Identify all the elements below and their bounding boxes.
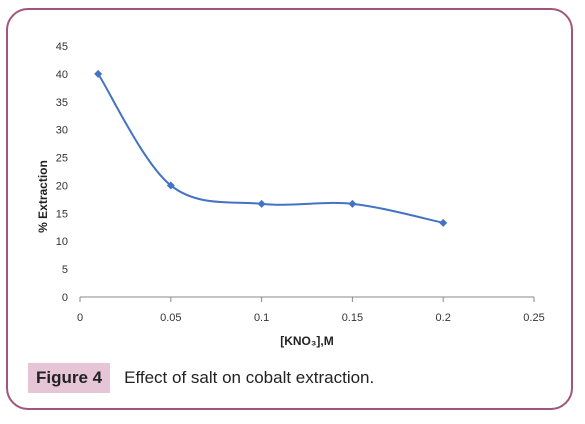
figure-caption: Figure 4 Effect of salt on cobalt extrac… — [28, 362, 374, 394]
y-tick-label: 35 — [56, 97, 68, 109]
figure-frame — [6, 8, 573, 410]
y-tick-label: 40 — [56, 69, 68, 81]
series-line — [97, 73, 444, 224]
y-tick-label: 30 — [56, 125, 68, 137]
y-tick-labels: 0 5 10 15 20 25 30 35 40 45 — [56, 41, 68, 304]
x-tick-label: 0.15 — [342, 312, 363, 324]
data-point-marker — [94, 69, 103, 78]
data-point-marker — [166, 181, 175, 190]
x-tick-marks — [79, 297, 535, 302]
x-tick-label: 0 — [77, 312, 83, 324]
data-markers — [94, 69, 448, 227]
data-point-marker — [348, 199, 357, 208]
y-tick-label: 10 — [56, 236, 68, 248]
x-tick-labels: 0 0.05 0.1 0.15 0.2 0.25 — [77, 312, 545, 324]
y-tick-label: 45 — [56, 41, 68, 53]
x-axis-label: [KNO₃],M — [280, 334, 334, 348]
y-tick-label: 5 — [62, 264, 68, 276]
figure-label: Figure 4 — [28, 363, 111, 393]
x-tick-label: 0.1 — [254, 312, 269, 324]
x-tick-label: 0.25 — [523, 312, 544, 324]
y-tick-label: 25 — [56, 153, 68, 165]
y-axis-label: % Extraction — [36, 160, 50, 233]
x-tick-label: 0.05 — [160, 312, 181, 324]
x-tick-label: 0.2 — [436, 312, 451, 324]
y-tick-label: 15 — [56, 208, 68, 220]
y-tick-label: 20 — [56, 180, 68, 192]
line-chart: 0 5 10 15 20 25 30 35 40 45 0 0.05 0.1 0.15 0.2 0.25 [… — [36, 41, 545, 348]
figure-caption-text: Effect of salt on cobalt extraction. — [124, 368, 375, 387]
data-point-marker — [439, 218, 448, 227]
data-point-marker — [257, 199, 266, 208]
y-tick-label: 0 — [62, 292, 68, 304]
